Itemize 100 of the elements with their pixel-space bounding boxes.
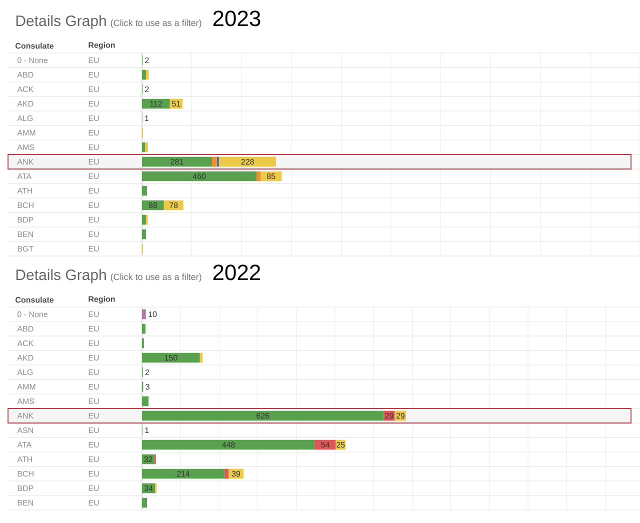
data-label: 78: [170, 202, 178, 208]
chart-title: Details Graph: [16, 269, 106, 284]
bar: [256, 171, 261, 182]
data-label: 29: [396, 412, 405, 419]
text: Region: [88, 296, 115, 304]
bar: [142, 186, 147, 196]
text: EU: [88, 100, 99, 107]
text: EU: [88, 188, 99, 194]
y-tick-label: BCH: [18, 202, 34, 208]
text: EU: [88, 72, 99, 78]
chart-subtitle: (Click to use as a filter): [110, 273, 202, 282]
data-label: 228: [241, 158, 254, 165]
bar: [142, 98, 170, 109]
y-tick-label: 0 - None: [18, 311, 48, 318]
y-tick-label: ASN: [17, 427, 33, 434]
text: EU: [88, 86, 99, 92]
y-tick-label: ALG: [17, 369, 33, 376]
y-tick-label: BDP: [18, 486, 34, 492]
bar: [142, 410, 384, 421]
chart-subtitle: (Click to use as a filter): [110, 19, 202, 28]
text: EU: [88, 340, 99, 346]
bar: [142, 70, 146, 80]
text: EU: [88, 412, 99, 419]
text: EU: [88, 369, 99, 376]
y-tick-label: ATA: [17, 442, 32, 448]
bar: [142, 440, 315, 450]
y-tick-label: BDP: [18, 217, 34, 223]
y-tick-label: BCH: [18, 470, 34, 477]
data-label: 214: [177, 470, 190, 477]
data-label: 54: [321, 442, 330, 448]
text: EU: [88, 246, 99, 252]
data-label: 2: [145, 57, 149, 64]
text: EU: [88, 485, 99, 492]
bar: [212, 156, 217, 167]
data-label: 85: [267, 173, 276, 180]
y-tick-label: ALG: [17, 115, 33, 122]
data-label: 29: [385, 412, 394, 419]
data-label: 281: [170, 158, 184, 165]
data-label: 460: [192, 173, 206, 180]
data-label: 51: [172, 100, 180, 107]
data-label: 2: [145, 86, 149, 92]
y-tick-label: ATH: [17, 456, 32, 462]
bar: [142, 171, 257, 182]
bar: [142, 229, 146, 240]
y-tick-label: ANK: [17, 159, 34, 165]
data-label: 3: [146, 384, 150, 390]
y-tick-label: ANK: [17, 413, 34, 419]
y-tick-label: ABD: [17, 326, 34, 332]
chart-title: Details Graph: [16, 15, 106, 30]
text: EU: [88, 216, 99, 223]
text: EU: [88, 158, 99, 165]
y-tick-label: 0 - None: [18, 57, 48, 64]
text: EU: [88, 231, 99, 238]
data-label: 1: [145, 428, 149, 434]
text: Region: [88, 42, 115, 50]
y-tick-label: AKD: [17, 101, 34, 107]
y-tick-label: ABD: [17, 72, 34, 78]
bar: [219, 156, 276, 167]
y-tick-label: ATA: [17, 174, 32, 180]
y-tick-label: ATH: [17, 188, 32, 194]
text: EU: [88, 384, 99, 390]
text: EU: [88, 427, 99, 434]
data-label: 39: [232, 470, 240, 477]
data-label: 10: [148, 311, 157, 318]
y-tick-label: AMM: [17, 130, 36, 136]
text: EU: [88, 130, 99, 136]
data-label: 2: [145, 369, 150, 376]
bar: [142, 352, 200, 363]
bar: [142, 396, 149, 406]
y-tick-label: AMM: [17, 384, 36, 390]
text: EU: [88, 326, 99, 332]
y-tick-label: ACK: [17, 86, 34, 92]
bar: [142, 324, 146, 334]
data-label: 626: [256, 412, 270, 419]
y-axis-title: Consulate: [16, 42, 54, 49]
text: EU: [88, 173, 99, 180]
data-label: 448: [222, 442, 235, 448]
y-tick-label: AMS: [17, 398, 34, 404]
bar: [224, 468, 228, 479]
bar: [142, 498, 148, 508]
y-tick-label: AMS: [17, 144, 34, 150]
text: EU: [88, 456, 99, 462]
data-label: 25: [336, 442, 345, 448]
text: EU: [88, 354, 99, 361]
text: EU: [88, 202, 99, 208]
data-label: 150: [164, 354, 178, 361]
text: 2022: [213, 264, 260, 280]
bar: [142, 468, 225, 479]
text: EU: [88, 115, 99, 122]
bar: [142, 156, 212, 167]
bar: [145, 142, 148, 152]
text: EU: [88, 500, 99, 506]
data-label: 32: [144, 456, 152, 462]
text: EU: [88, 144, 99, 150]
text: EU: [88, 398, 99, 404]
data-label: 1: [145, 116, 149, 122]
data-label: 112: [150, 100, 162, 107]
text: EU: [88, 311, 99, 318]
bar: [142, 214, 146, 225]
y-tick-label: ACK: [17, 340, 34, 346]
